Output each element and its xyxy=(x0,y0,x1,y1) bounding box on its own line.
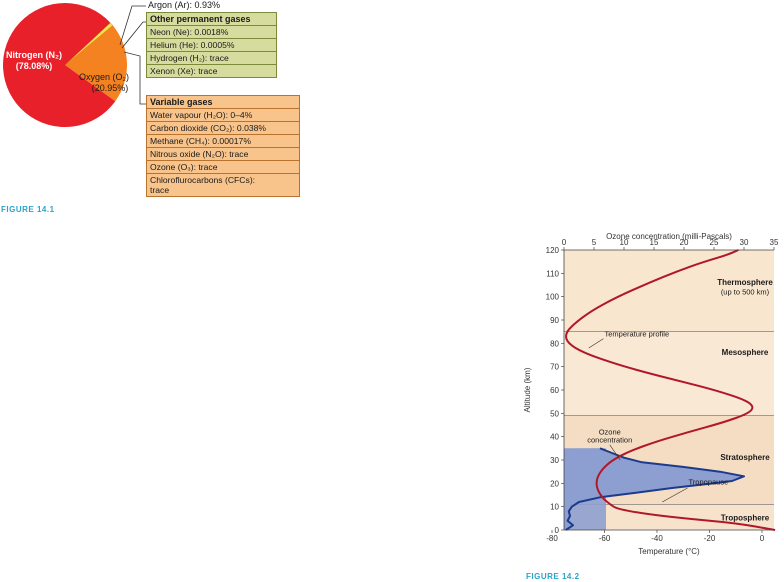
variable-gas-row: Methane (CH₄): 0.00017% xyxy=(147,135,299,148)
variable-leader-line xyxy=(123,51,146,105)
y-tick-label: 30 xyxy=(550,456,559,465)
layer-band xyxy=(564,331,774,416)
y-tick-label: 60 xyxy=(550,386,559,395)
permanent-gas-row: Xenon (Xe): trace xyxy=(150,66,218,76)
pie-value-oxygen: (20.95%) xyxy=(92,83,129,93)
y-tick-label: 0 xyxy=(555,526,560,535)
layer-label-troposphere: Troposphere xyxy=(721,514,770,523)
permanent-gases-box: Other permanent gases Neon (Ne): 0.0018%… xyxy=(146,12,277,78)
x-tick-label: 0 xyxy=(760,534,765,543)
argon-leader-line xyxy=(119,5,146,46)
x-tick-label: -80 xyxy=(546,534,558,543)
ozone-area xyxy=(564,448,744,530)
layer-label-stratosphere: Stratosphere xyxy=(720,453,770,462)
x2-tick-label: 5 xyxy=(592,238,597,247)
pie-value-nitrogen: (78.08%) xyxy=(16,61,53,71)
x2-tick-label: 35 xyxy=(770,238,779,247)
temperature-profile-line xyxy=(565,249,776,531)
x2-tick-label: 10 xyxy=(620,238,629,247)
y-tick-label: 80 xyxy=(550,339,559,348)
variable-gas-row: Carbon dioxide (CO₂): 0.038% xyxy=(147,122,299,135)
x2-tick-label: 25 xyxy=(710,238,719,247)
y-tick-label: 120 xyxy=(546,246,560,255)
figure-14-1-label: FIGURE 14.1 xyxy=(1,205,55,214)
pie-slice-argon xyxy=(64,22,114,66)
permanent-leader-line xyxy=(121,21,146,49)
variable-gas-row: Chloroflurocarbons (CFCs): trace xyxy=(150,175,256,195)
ozone-concentration-line xyxy=(565,447,745,531)
layer-label-thermosphere: Thermosphere xyxy=(717,278,773,287)
permanent-gas-row: Helium (He): 0.0005% xyxy=(147,39,276,52)
annotation-leader xyxy=(588,338,604,349)
pie-label-nitrogen: Nitrogen (N₂) xyxy=(6,50,62,60)
argon-label: Argon (Ar): 0.93% xyxy=(148,0,221,10)
variable-gas-row: Ozone (O₃): trace xyxy=(147,161,299,174)
y-tick-label: 40 xyxy=(550,433,559,442)
variable-gas-row: Nitrous oxide (N₂O): trace xyxy=(147,148,299,161)
y-tick-label: 100 xyxy=(546,293,560,302)
x2-tick-label: 20 xyxy=(680,238,689,247)
layer-label-mesosphere: Mesosphere xyxy=(722,348,769,357)
y-tick-label: 90 xyxy=(550,316,559,325)
x-tick-label: -40 xyxy=(651,534,663,543)
composition-pie-chart: Nitrogen (N₂) (78.08%) Oxygen (O₂) (20.9… xyxy=(3,3,146,128)
y-tick-label: 20 xyxy=(550,479,559,488)
layer-band xyxy=(564,250,774,332)
y-axis-title: Altitude (km) xyxy=(523,367,532,412)
y-tick-label: 10 xyxy=(550,503,559,512)
annotation-tropopause: Tropopause xyxy=(689,478,729,487)
permanent-gases-title: Other permanent gases xyxy=(147,13,276,26)
annotation-temperature-profile: Temperature profile xyxy=(605,329,670,338)
variable-gases-title: Variable gases xyxy=(147,96,299,109)
figure-14-2-label: FIGURE 14.2 xyxy=(526,572,580,581)
x2-tick-label: 15 xyxy=(650,238,659,247)
variable-gases-box: Variable gases Water vapour (H₂O): 0–4% … xyxy=(146,95,300,197)
permanent-gas-row: Neon (Ne): 0.0018% xyxy=(147,26,276,39)
pie-slice-oxygen xyxy=(65,25,127,102)
x-tick-label: -60 xyxy=(599,534,611,543)
x2-tick-label: 0 xyxy=(562,238,567,247)
x2-axis-title: Ozone concentration (milli-Pascals) xyxy=(606,232,732,241)
pie-label-oxygen: Oxygen (O₂) xyxy=(79,72,129,82)
annotation-leader xyxy=(662,487,688,503)
y-tick-label: 70 xyxy=(550,363,559,372)
y-tick-label: 50 xyxy=(550,409,559,418)
x-tick-label: -20 xyxy=(704,534,716,543)
y-tick-label: 110 xyxy=(546,269,559,278)
variable-gas-row: Water vapour (H₂O): 0–4% xyxy=(147,109,299,122)
permanent-gas-row: Hydrogen (H₂): trace xyxy=(147,52,276,65)
x2-tick-label: 30 xyxy=(740,238,749,247)
annotation-leader xyxy=(609,444,621,461)
annotation-ozone-concentration: concentration xyxy=(587,436,632,445)
x-axis-title: Temperature (°C) xyxy=(638,547,700,556)
annotation-ozone: Ozone xyxy=(599,427,621,436)
pie-slice-nitrogen xyxy=(3,3,116,128)
layer-label-thermosphere-extent: (up to 500 km) xyxy=(721,287,770,296)
